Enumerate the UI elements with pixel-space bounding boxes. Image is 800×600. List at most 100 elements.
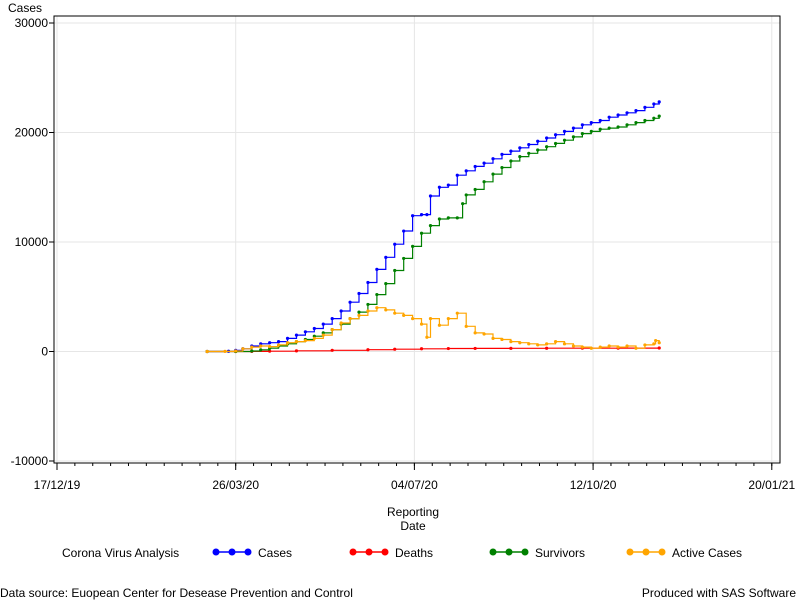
data-point [437, 323, 442, 327]
data-point [527, 342, 531, 346]
data-point [527, 142, 531, 147]
data-point [500, 165, 504, 170]
data-point [384, 282, 388, 286]
data-point [411, 214, 415, 218]
data-point [357, 313, 361, 317]
data-point [553, 133, 558, 137]
data-point [598, 345, 602, 349]
data-point [652, 102, 656, 106]
legend-marker [489, 548, 497, 556]
data-point [589, 129, 593, 134]
data-point [366, 280, 370, 285]
footer-source: Data source: Euopean Center for Desease … [0, 586, 353, 600]
legend-items: Cases Deaths Survivors Active Cases [212, 546, 742, 560]
legend-marker [381, 548, 389, 556]
data-point [461, 202, 465, 206]
data-point [425, 335, 429, 339]
data-point [402, 313, 406, 317]
data-point [268, 341, 272, 345]
data-point [446, 346, 450, 351]
data-point [509, 340, 513, 344]
legend-label: Deaths [395, 546, 433, 560]
data-point [428, 317, 433, 321]
grid-layer [54, 16, 780, 463]
series-line [207, 307, 660, 353]
data-point [241, 347, 245, 351]
data-point [321, 333, 325, 337]
data-point [259, 342, 263, 346]
data-point [580, 123, 584, 127]
legend-marker [349, 548, 357, 556]
data-point [553, 340, 558, 344]
series-active-cases [205, 306, 661, 354]
plot-frame [53, 15, 781, 464]
data-point [562, 129, 567, 134]
data-point [607, 126, 611, 130]
data-point [482, 332, 486, 336]
data-point [589, 121, 593, 125]
legend-item-deaths: Deaths [349, 546, 433, 560]
data-point [411, 317, 415, 321]
data-point [446, 183, 450, 187]
data-point [464, 193, 468, 197]
data-point [625, 123, 629, 127]
y-tick-label: -10000 [11, 454, 49, 468]
data-point [536, 139, 540, 143]
data-point [393, 268, 397, 273]
data-point [303, 338, 307, 343]
data-point [652, 342, 656, 346]
data-point [545, 346, 549, 350]
data-point [545, 342, 549, 346]
legend-marker [505, 548, 513, 556]
series-line [207, 116, 660, 353]
data-point [223, 349, 227, 353]
data-point [250, 349, 254, 353]
data-point [357, 291, 361, 296]
data-point [625, 344, 629, 348]
legend-marker [626, 548, 634, 556]
data-point [419, 322, 424, 326]
data-point [268, 344, 272, 349]
data-point [259, 348, 263, 352]
data-point [437, 217, 442, 221]
data-point [536, 148, 540, 152]
data-point [259, 344, 263, 348]
data-point [473, 346, 477, 351]
data-point [321, 322, 325, 326]
data-point [428, 223, 433, 228]
legend-label: Cases [258, 546, 292, 560]
data-point [330, 348, 334, 352]
data-point [312, 334, 316, 338]
series-layer [205, 100, 661, 354]
data-point [657, 114, 661, 118]
y-tick-label: 30000 [15, 16, 49, 30]
data-point [643, 105, 647, 109]
data-point [518, 154, 522, 159]
data-point [294, 349, 299, 353]
legend-marker [228, 548, 236, 556]
data-point [312, 326, 316, 331]
data-point [634, 109, 638, 113]
data-point [598, 118, 602, 123]
legend-marker [658, 548, 666, 556]
data-point [294, 340, 299, 344]
data-point [616, 125, 620, 129]
data-point [276, 343, 281, 347]
data-point [509, 149, 513, 153]
data-point [312, 336, 316, 340]
x-tick-label: 04/07/20 [391, 478, 438, 492]
x-axis-title-line-2: Date [400, 519, 426, 533]
data-point [545, 136, 549, 140]
data-point [419, 231, 424, 235]
data-point [375, 306, 379, 310]
series-line [207, 101, 660, 353]
data-point [473, 164, 477, 169]
series-survivors [205, 114, 661, 354]
x-axis-title-line-1: Reporting [387, 505, 439, 519]
data-point [366, 348, 370, 352]
data-point [580, 131, 584, 136]
data-point [500, 337, 504, 342]
legend: Corona Virus Analysis Cases Deaths Survivo… [62, 546, 742, 560]
data-point [366, 302, 370, 307]
y-axis-title: Cases [8, 1, 42, 15]
